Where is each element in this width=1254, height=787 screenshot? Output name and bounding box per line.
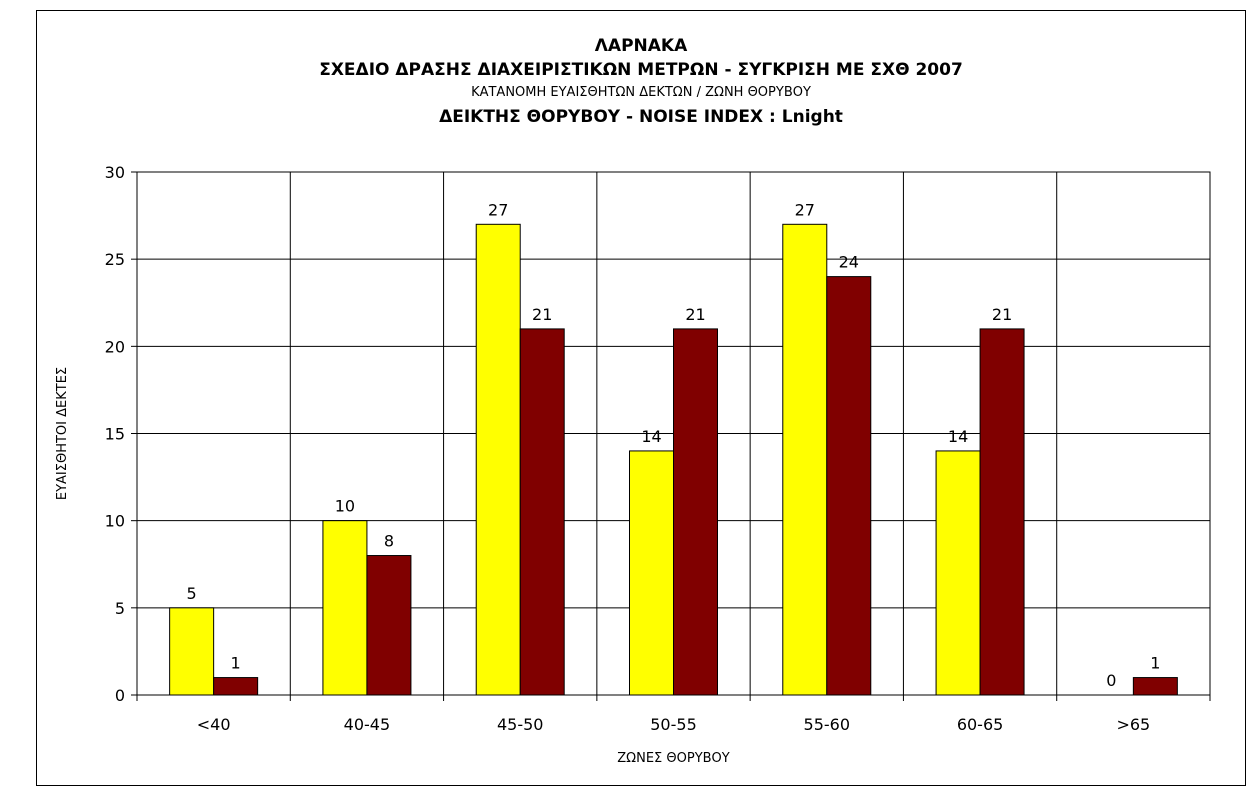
bar-series-1	[322, 520, 368, 696]
bar-series-1	[475, 223, 521, 696]
bar-series-1	[169, 607, 215, 696]
y-tick-label: 0	[115, 686, 125, 705]
data-label: 5	[187, 584, 197, 603]
x-category-label: 60-65	[957, 715, 1004, 734]
x-category-label: <40	[197, 715, 231, 734]
data-label: 27	[795, 200, 815, 219]
bar-series-2	[366, 555, 412, 696]
bar-series-2	[826, 276, 872, 696]
y-tick-label: 5	[115, 599, 125, 618]
y-tick-label: 20	[105, 337, 125, 356]
bar-series-1	[782, 223, 828, 696]
bar-series-2	[213, 677, 259, 696]
bar-series-2	[519, 328, 565, 696]
y-tick-label: 25	[105, 250, 125, 269]
chart-index-title: ΔΕΙΚΤΗΣ ΘΟΡΥΒΟΥ - NOISE INDEX : Lnight	[439, 107, 843, 127]
data-label: 21	[685, 305, 705, 324]
x-category-label: 50-55	[650, 715, 697, 734]
data-label: 27	[488, 200, 508, 219]
data-label: 21	[532, 305, 552, 324]
x-category-label: 40-45	[344, 715, 391, 734]
chart-titles: ΛΑΡΝΑΚΑ ΣΧΕΔΙΟ ΔΡΑΣΗΣ ΔΙΑΧΕΙΡΙΣΤΙΚΩΝ ΜΕΤ…	[36, 34, 1246, 130]
data-label: 14	[641, 427, 661, 446]
bar-series-1	[629, 450, 674, 696]
chart-title-main: ΣΧΕΔΙΟ ΔΡΑΣΗΣ ΔΙΑΧΕΙΡΙΣΤΙΚΩΝ ΜΕΤΡΩΝ - ΣΥ…	[319, 60, 963, 80]
data-label: 24	[839, 253, 859, 272]
y-tick-label: 30	[105, 163, 125, 182]
chart-subtitle: ΚΑΤΑΝΟΜΗ ΕΥΑΙΣΘΗΤΩΝ ΔΕΚΤΩΝ / ΖΩΝΗ ΘΟΡΥΒΟ…	[471, 85, 811, 100]
bar-series-2	[673, 328, 718, 696]
data-label: 21	[992, 305, 1012, 324]
bar-series-1	[935, 450, 981, 696]
x-category-label: >65	[1116, 715, 1150, 734]
bar-series-2	[979, 328, 1025, 696]
x-category-label: 55-60	[804, 715, 851, 734]
y-axis-title: ΕΥΑΙΣΘΗΤΟΙ ΔΕΚΤΕΣ	[55, 367, 70, 500]
data-label: 14	[948, 427, 968, 446]
x-axis-title: ΖΩΝΕΣ ΘΟΡΥΒΟΥ	[617, 751, 730, 766]
y-tick-label: 15	[105, 425, 125, 444]
x-category-label: 45-50	[497, 715, 544, 734]
data-label: 0	[1106, 671, 1116, 690]
chart-title-city: ΛΑΡΝΑΚΑ	[594, 36, 688, 56]
data-label: 8	[384, 532, 394, 551]
data-label: 10	[335, 497, 355, 516]
bar-series-2	[1132, 677, 1178, 696]
y-tick-label: 10	[105, 512, 125, 531]
data-label: 1	[231, 654, 241, 673]
data-label: 1	[1150, 654, 1160, 673]
